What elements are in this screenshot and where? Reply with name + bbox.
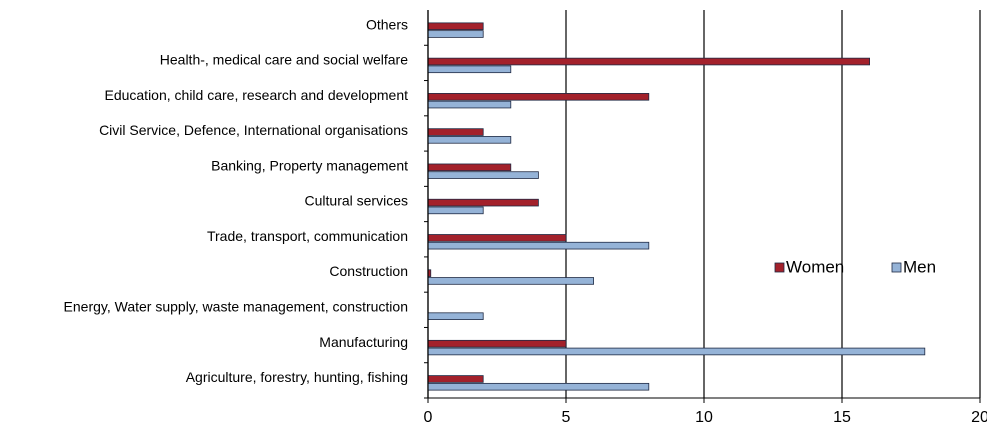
bar xyxy=(427,347,926,356)
bar xyxy=(427,312,484,320)
y-tick-label: Others xyxy=(366,16,408,32)
x-tick-label: 5 xyxy=(562,409,571,426)
y-tick-label: Manufacturing xyxy=(319,334,408,350)
bar xyxy=(427,241,650,250)
bar xyxy=(427,198,539,207)
y-tick-label: Health-, medical care and social welfare xyxy=(160,52,408,68)
bar xyxy=(427,136,512,144)
y-tick-label: Civil Service, Defence, International or… xyxy=(99,122,408,138)
bar xyxy=(427,22,484,31)
bar xyxy=(427,57,871,66)
y-tick-label: Energy, Water supply, waste management, … xyxy=(64,299,408,315)
legend-swatch xyxy=(774,262,785,273)
y-tick-label: Agriculture, forestry, hunting, fishing xyxy=(186,369,408,385)
x-tick-label: 15 xyxy=(833,409,851,426)
bar xyxy=(427,30,484,38)
bar xyxy=(427,93,650,101)
y-tick-label: Banking, Property management xyxy=(211,157,408,173)
y-tick-label: Education, child care, research and deve… xyxy=(104,87,408,103)
x-tick-label: 0 xyxy=(424,409,433,426)
bar xyxy=(427,100,512,109)
y-tick-label: Cultural services xyxy=(305,193,408,209)
y-tick-label: Construction xyxy=(329,263,408,279)
bar xyxy=(427,234,567,242)
bar xyxy=(427,171,539,179)
x-tick-label: 20 xyxy=(971,409,987,426)
bar xyxy=(427,382,650,391)
legend: Women Men xyxy=(774,257,936,276)
legend-label: Women xyxy=(786,257,844,276)
bar xyxy=(427,128,484,136)
bar xyxy=(427,163,512,172)
bar xyxy=(427,339,567,348)
legend-swatch xyxy=(891,262,902,273)
y-tick-label: Trade, transport, communication xyxy=(207,228,408,244)
bar xyxy=(427,277,595,285)
bar xyxy=(427,375,484,383)
legend-label: Men xyxy=(903,257,936,276)
x-tick-label: 10 xyxy=(695,409,713,426)
bar xyxy=(427,206,484,215)
bar xyxy=(427,65,512,74)
